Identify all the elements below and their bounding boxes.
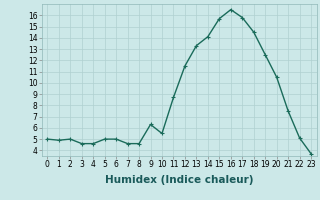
X-axis label: Humidex (Indice chaleur): Humidex (Indice chaleur): [105, 175, 253, 185]
